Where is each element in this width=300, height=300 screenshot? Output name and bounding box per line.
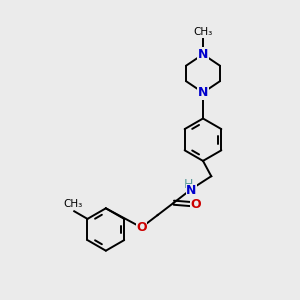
Text: H: H [183,178,193,191]
Text: O: O [136,221,147,234]
Text: N: N [198,86,208,99]
Text: CH₃: CH₃ [194,27,213,37]
Text: O: O [190,198,201,211]
Text: CH₃: CH₃ [63,199,83,209]
Text: N: N [198,48,208,61]
Text: N: N [186,184,197,197]
